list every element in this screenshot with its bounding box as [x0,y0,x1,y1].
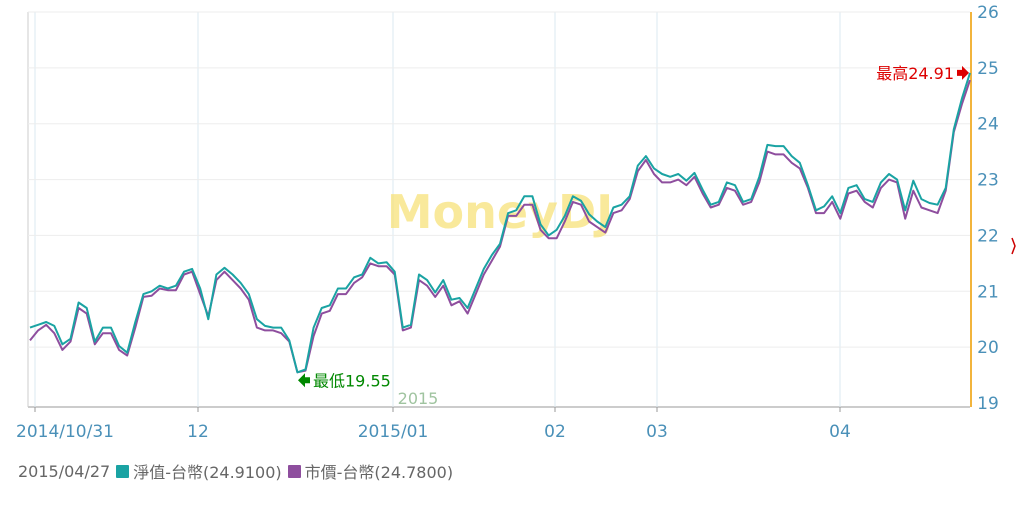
legend-label-price: 市價-台幣(24.7800) [304,463,454,482]
y-tick-label: 26 [977,3,999,23]
chart-legend: 2015/04/27 淨值-台幣(24.9100) 市價-台幣(24.7800) [18,459,453,483]
watermark-text: MoneyDJ [387,185,614,239]
series-line-nav [29,72,971,374]
y-tick-label: 24 [977,115,999,135]
legend-date: 2015/04/27 [18,461,111,481]
y-tick-label: 23 [977,171,999,191]
legend-swatch-nav [116,464,130,478]
x-tick-label: 04 [829,422,851,442]
year-sub-label: 2015 [398,389,439,408]
x-tick-label: 03 [646,422,668,442]
high-arrow-icon [957,65,969,80]
low-annotation-text: 最低19.55 [313,371,391,390]
y-tick-label: 22 [977,226,999,246]
y-tick-label: 21 [977,282,999,302]
x-tick-label: 12 [187,422,209,442]
y-tick-label: 19 [977,394,999,414]
legend-item-price[interactable]: 市價-台幣(24.7800) [287,459,454,483]
y-tick-label: 20 [977,338,999,358]
y-tick-label: 25 [977,59,999,79]
edge-marker-icon [1011,237,1016,255]
legend-swatch-price [287,464,301,478]
x-tick-label: 2015/01 [358,422,429,442]
legend-item-nav[interactable]: 淨值-台幣(24.9100) [116,459,282,483]
low-arrow-icon [298,373,310,388]
high-annotation-text: 最高24.91 [876,64,954,83]
legend-label-nav: 淨值-台幣(24.9100) [133,463,282,482]
x-tick-label: 02 [544,422,566,442]
x-tick-label: 2014/10/31 [16,422,114,442]
